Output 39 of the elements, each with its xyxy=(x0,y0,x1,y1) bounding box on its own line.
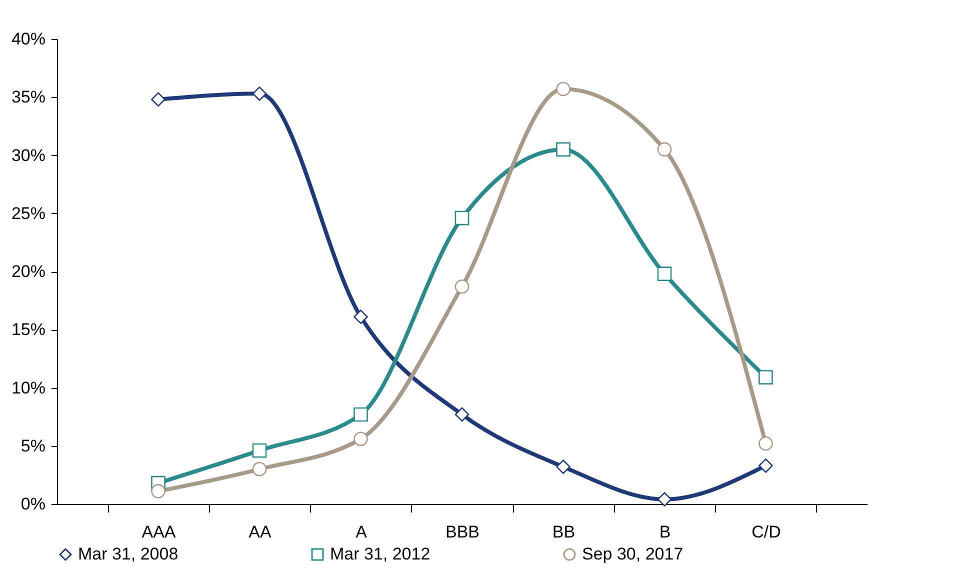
point xyxy=(657,492,672,507)
y-tick-label: 35% xyxy=(11,88,46,107)
x-tick-label: B xyxy=(659,522,671,542)
point xyxy=(454,407,470,422)
point xyxy=(454,210,470,226)
point xyxy=(454,279,470,294)
point xyxy=(556,460,570,474)
point xyxy=(758,458,773,473)
x-tick-label: AA xyxy=(248,522,272,542)
y-tick-label: 20% xyxy=(11,262,46,281)
point xyxy=(252,443,267,458)
y-tick-label: 40% xyxy=(11,30,46,48)
point xyxy=(657,266,672,281)
point xyxy=(252,462,267,476)
x-tick-label: BBB xyxy=(445,522,480,542)
point xyxy=(758,436,773,451)
legend-label: Mar 31, 2012 xyxy=(330,544,430,564)
point xyxy=(556,82,570,96)
point xyxy=(151,484,166,498)
point xyxy=(354,310,368,324)
point xyxy=(758,370,773,384)
point xyxy=(354,407,368,422)
legend-label: Sep 30, 2017 xyxy=(582,544,684,564)
x-tick-label: BB xyxy=(552,522,576,542)
legend-label: Mar 31, 2008 xyxy=(78,544,178,564)
point xyxy=(354,432,368,446)
y-tick-label: 5% xyxy=(20,436,46,456)
x-tick-label: C/D xyxy=(752,522,781,542)
x-tick-label: AAA xyxy=(142,522,176,542)
x-tick-label: A xyxy=(356,522,368,542)
y-tick-label: 15% xyxy=(11,320,46,340)
y-tick-label: 25% xyxy=(11,204,46,223)
y-tick-label: 30% xyxy=(11,146,46,165)
point xyxy=(252,86,267,101)
point xyxy=(556,142,570,157)
point xyxy=(151,92,166,107)
y-tick-label: 10% xyxy=(11,378,46,398)
point xyxy=(657,142,672,157)
y-tick-label: 0% xyxy=(20,494,46,514)
